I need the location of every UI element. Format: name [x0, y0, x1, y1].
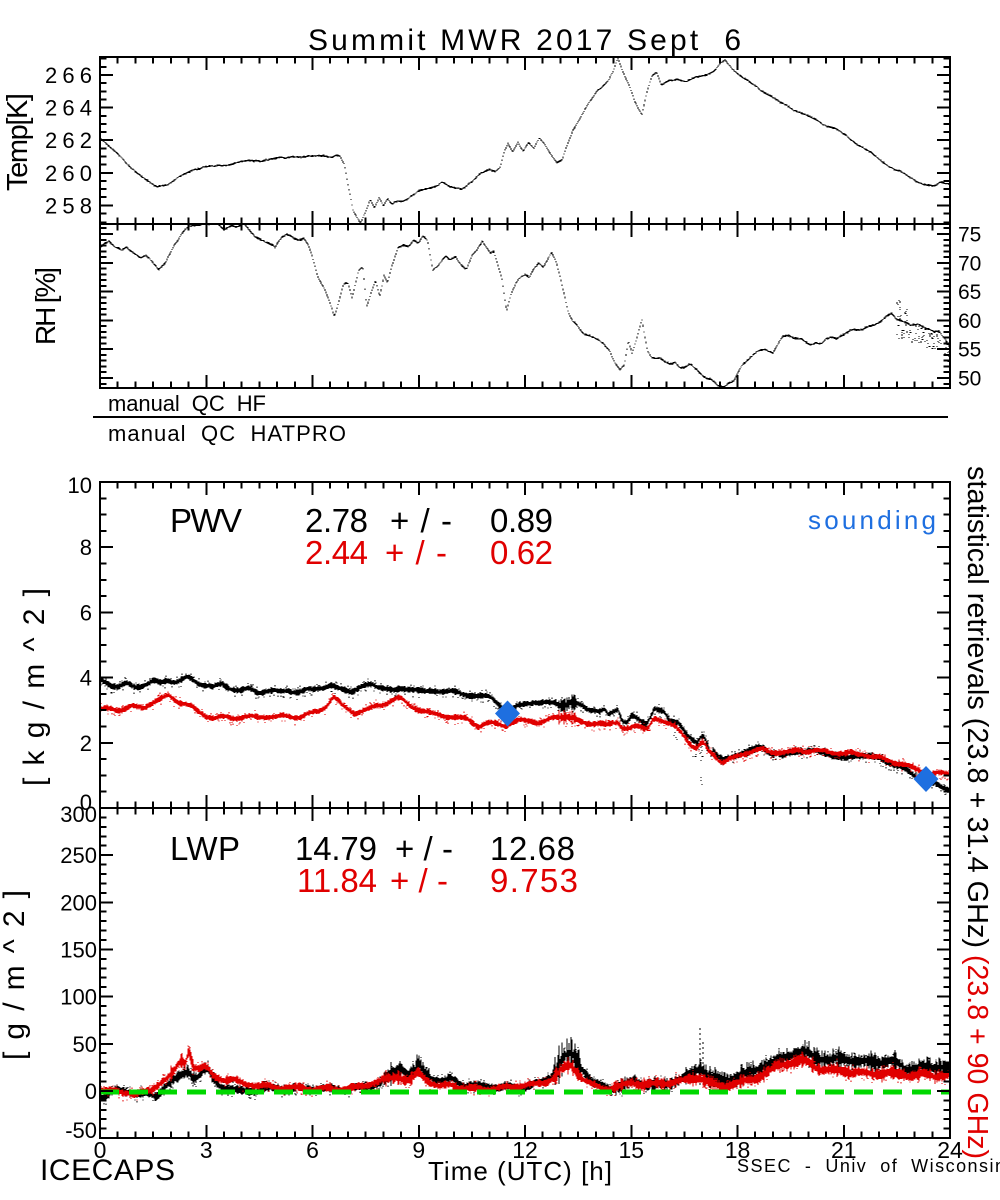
svg-text:100: 100 — [60, 985, 97, 1010]
svg-text:12: 12 — [512, 1137, 538, 1163]
svg-text:+/-: +/- — [390, 862, 448, 899]
svg-text:4: 4 — [80, 666, 92, 691]
svg-text:manual QC HATPRO: manual QC HATPRO — [108, 421, 346, 446]
svg-text:Time (UTC) [h]: Time (UTC) [h] — [428, 1156, 612, 1186]
svg-text:2.44: 2.44 — [305, 534, 368, 571]
svg-text:ICECAPS: ICECAPS — [40, 1154, 175, 1187]
svg-text:manual QC HF: manual QC HF — [108, 391, 266, 416]
svg-text:3: 3 — [200, 1137, 213, 1163]
svg-text:0: 0 — [80, 790, 92, 815]
svg-text:Temp[K]: Temp[K] — [2, 93, 34, 191]
svg-text:65: 65 — [958, 281, 981, 304]
svg-text:2: 2 — [80, 731, 92, 756]
svg-text:262: 262 — [45, 128, 92, 153]
svg-text:[g/m^2]: [g/m^2] — [0, 890, 31, 1060]
svg-text:0: 0 — [94, 1137, 107, 1163]
svg-text:15: 15 — [618, 1137, 644, 1163]
svg-text:258: 258 — [45, 193, 92, 218]
svg-text:-50: -50 — [65, 1118, 97, 1143]
svg-text:0.62: 0.62 — [490, 534, 553, 571]
svg-text:50: 50 — [958, 368, 981, 391]
svg-text:260: 260 — [45, 161, 92, 186]
svg-text:150: 150 — [60, 937, 97, 962]
svg-text:Summit MWR 2017 Sept 6: Summit MWR 2017 Sept 6 — [308, 24, 741, 57]
svg-text:0.89: 0.89 — [490, 502, 553, 539]
svg-text:SSEC - Univ of Wisconsin: SSEC - Univ of Wisconsin — [737, 1156, 1000, 1176]
svg-text:+/-: +/- — [395, 830, 453, 867]
svg-text:14.79: 14.79 — [295, 830, 377, 867]
svg-text:statistical retrievals (23.8 +: statistical retrievals (23.8 + 31.4 GHz) — [961, 466, 993, 948]
svg-text:LWP: LWP — [170, 830, 240, 867]
svg-text:21: 21 — [831, 1137, 857, 1163]
svg-text:2.78: 2.78 — [305, 502, 368, 539]
svg-text:+/-: +/- — [390, 502, 452, 539]
svg-text:6: 6 — [80, 600, 92, 625]
svg-text:250: 250 — [60, 843, 97, 868]
svg-text:75: 75 — [958, 224, 981, 247]
svg-text:264: 264 — [45, 96, 92, 121]
svg-text:12.68: 12.68 — [490, 830, 575, 867]
svg-text:[kg/m^2]: [kg/m^2] — [18, 588, 51, 786]
svg-text:8: 8 — [80, 535, 92, 560]
svg-text:70: 70 — [958, 252, 981, 275]
svg-text:55: 55 — [958, 339, 981, 362]
svg-text:6: 6 — [306, 1137, 319, 1163]
svg-text:10: 10 — [68, 473, 92, 498]
svg-text:9.753: 9.753 — [490, 862, 578, 899]
svg-text:0: 0 — [85, 1079, 97, 1104]
svg-text:+/-: +/- — [385, 534, 447, 571]
svg-text:18: 18 — [725, 1137, 751, 1163]
svg-text:266: 266 — [45, 63, 92, 88]
svg-text:300: 300 — [60, 802, 97, 827]
svg-text:9: 9 — [412, 1137, 425, 1163]
svg-text:24: 24 — [937, 1137, 963, 1163]
svg-text:11.84: 11.84 — [297, 862, 377, 899]
svg-text:PWV: PWV — [170, 502, 242, 539]
svg-text:200: 200 — [60, 890, 97, 915]
svg-text:60: 60 — [958, 310, 981, 333]
svg-text:sounding: sounding — [808, 505, 936, 535]
svg-text:(23.8 + 90 GHz): (23.8 + 90 GHz) — [961, 955, 993, 1159]
svg-text:50: 50 — [73, 1032, 97, 1057]
svg-text:RH [%]: RH [%] — [30, 267, 61, 345]
